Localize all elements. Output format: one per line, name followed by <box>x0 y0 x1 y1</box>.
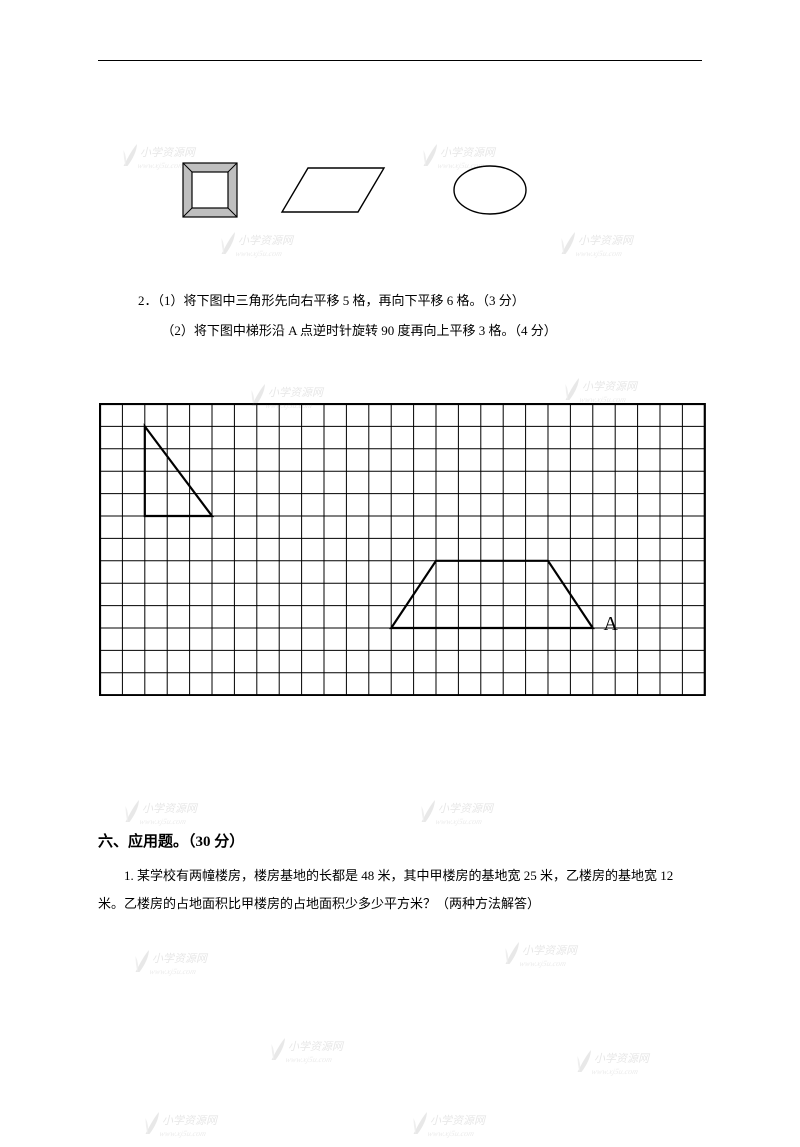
svg-text:www.xj5u.com: www.xj5u.com <box>435 817 484 826</box>
svg-text:www.xj5u.com: www.xj5u.com <box>575 249 624 258</box>
svg-text:www.xj5u.com: www.xj5u.com <box>591 1067 640 1076</box>
shape-parallelogram <box>282 168 384 212</box>
svg-text:www.xj5u.com: www.xj5u.com <box>139 817 188 826</box>
watermark: 小学资源网 www.xj5u.com <box>216 228 306 262</box>
svg-text:www.xj5u.com: www.xj5u.com <box>149 967 198 976</box>
grid-trapezoid <box>391 561 593 628</box>
watermark: 小学资源网 www.xj5u.com <box>416 796 506 830</box>
svg-text:小学资源网: 小学资源网 <box>521 943 579 957</box>
watermark: 小学资源网 www.xj5u.com <box>556 228 646 262</box>
svg-text:小学资源网: 小学资源网 <box>237 233 295 247</box>
watermark: 小学资源网 www.xj5u.com <box>120 796 210 830</box>
svg-text:小学资源网: 小学资源网 <box>287 1039 345 1053</box>
grid-label-A: A <box>604 613 619 635</box>
grid-figure: A <box>99 403 706 696</box>
section-6-problem-1: 1. 某学校有两幢楼房，楼房基地的长都是 48 米，其中甲楼房的基地宽 25 米… <box>98 862 702 918</box>
watermark: 小学资源网 www.xj5u.com <box>130 946 220 980</box>
watermark: 小学资源网 www.xj5u.com <box>500 938 590 972</box>
svg-text:www.xj5u.com: www.xj5u.com <box>159 1129 208 1138</box>
svg-text:小学资源网: 小学资源网 <box>429 1113 487 1127</box>
svg-text:小学资源网: 小学资源网 <box>437 801 495 815</box>
svg-text:小学资源网: 小学资源网 <box>577 233 635 247</box>
svg-text:www.xj5u.com: www.xj5u.com <box>285 1055 334 1064</box>
svg-text:小学资源网: 小学资源网 <box>141 801 199 815</box>
svg-text:www.xj5u.com: www.xj5u.com <box>235 249 284 258</box>
svg-text:小学资源网: 小学资源网 <box>151 951 209 965</box>
shape-ellipse <box>454 166 526 214</box>
section-6-title: 六、应用题。（30 分） <box>98 830 244 851</box>
watermark: 小学资源网 www.xj5u.com <box>140 1108 230 1142</box>
svg-text:小学资源网: 小学资源网 <box>267 385 325 399</box>
shapes-row <box>170 150 590 230</box>
svg-text:小学资源网: 小学资源网 <box>593 1051 651 1065</box>
svg-text:小学资源网: 小学资源网 <box>161 1113 219 1127</box>
watermark: 小学资源网 www.xj5u.com <box>266 1034 356 1068</box>
svg-text:www.xj5u.com: www.xj5u.com <box>427 1129 476 1138</box>
svg-text:小学资源网: 小学资源网 <box>581 379 639 393</box>
page-top-rule <box>98 60 702 61</box>
question-2-line1: 2．（1）将下图中三角形先向右平移 5 格，再向下平移 6 格。（3 分） <box>138 286 698 316</box>
question-2-line2: （2）将下图中梯形沿 A 点逆时针旋转 90 度再向上平移 3 格。（4 分） <box>138 316 698 346</box>
watermark: 小学资源网 www.xj5u.com <box>408 1108 498 1142</box>
question-2: 2．（1）将下图中三角形先向右平移 5 格，再向下平移 6 格。（3 分） （2… <box>138 286 698 346</box>
watermark: 小学资源网 www.xj5u.com <box>572 1046 662 1080</box>
svg-text:www.xj5u.com: www.xj5u.com <box>519 959 568 968</box>
shape-beveled-square <box>183 163 237 217</box>
